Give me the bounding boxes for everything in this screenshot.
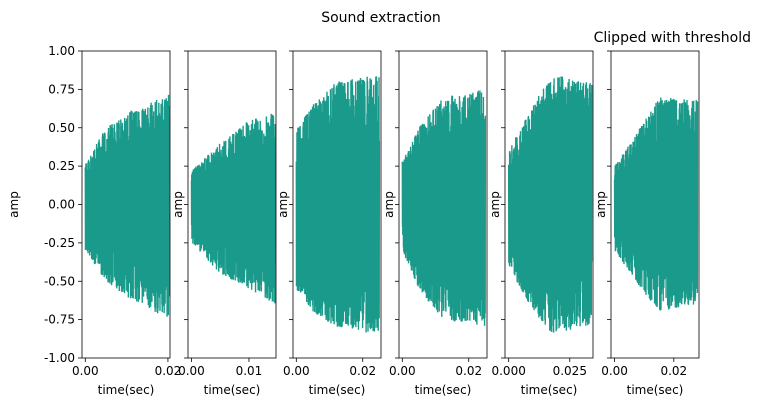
subplot-3: 0.00 0.02 time(sec) amp — [276, 50, 382, 397]
y-axis-label: amp — [488, 191, 502, 218]
x-tick-label: 0.01 — [236, 364, 263, 378]
y-axis-label: amp — [594, 191, 608, 218]
y-tick-label: 0.25 — [48, 159, 75, 173]
x-axis-label: time(sec) — [204, 383, 261, 397]
subplot-5: 0.000 0.025 time(sec) amp — [488, 50, 594, 397]
x-tick-label: 0.000 — [491, 364, 525, 378]
subplot-grid: -1.00 -0.75 -0.50 -0.25 0.00 0.25 0.50 0.75 1.00… — [7, 44, 700, 397]
y-tick-label: -0.75 — [44, 313, 75, 327]
y-axis-label: amp — [382, 191, 396, 218]
y-tick-label: -0.50 — [44, 274, 75, 288]
x-axis-label: time(sec) — [415, 383, 472, 397]
y-tick-label: 0.75 — [48, 82, 75, 96]
waveform-line — [190, 113, 276, 304]
y-axis-label: amp — [7, 191, 21, 218]
x-axis-label: time(sec) — [521, 383, 578, 397]
x-tick-label: 0.00 — [283, 364, 310, 378]
subplot-6: 0.00 0.02 time(sec) amp — [594, 50, 700, 397]
x-tick-label: 0.02 — [660, 364, 687, 378]
x-tick-label: 0.025 — [553, 364, 587, 378]
y-tick-label: 1.00 — [48, 44, 75, 58]
waveform-line — [84, 94, 170, 317]
x-tick-label: 0.00 — [601, 364, 628, 378]
waveform-line — [507, 76, 593, 333]
figure-title: Sound extraction — [321, 10, 441, 26]
y-axis-label: amp — [276, 191, 290, 218]
x-tick-label: 0.02 — [349, 364, 376, 378]
x-axis-label: time(sec) — [98, 383, 155, 397]
x-axis-label: time(sec) — [309, 383, 366, 397]
x-tick-label: 0.00 — [72, 364, 99, 378]
x-tick-label: 0.00 — [389, 364, 416, 378]
y-tick-label: 0.00 — [48, 198, 75, 212]
subplot-1: -1.00 -0.75 -0.50 -0.25 0.00 0.25 0.50 0.75 1.00… — [7, 44, 181, 397]
panel-6-title: Clipped with threshold — [594, 30, 751, 46]
waveform-line — [295, 76, 381, 333]
y-tick-label: -1.00 — [44, 351, 75, 365]
y-tick-label: -0.25 — [44, 236, 75, 250]
x-tick-label: 0.02 — [455, 364, 482, 378]
subplot-2: 0.00 0.01 time(sec) amp — [171, 50, 277, 397]
waveform-line — [613, 97, 699, 311]
waveform-line — [401, 90, 487, 326]
x-tick-label: 0.02 — [155, 364, 182, 378]
x-axis-label: time(sec) — [627, 383, 684, 397]
subplot-4: 0.00 0.02 time(sec) amp — [382, 50, 488, 397]
x-tick-label: 0.00 — [178, 364, 205, 378]
y-axis-label: amp — [171, 191, 185, 218]
y-tick-label: 0.50 — [48, 121, 75, 135]
